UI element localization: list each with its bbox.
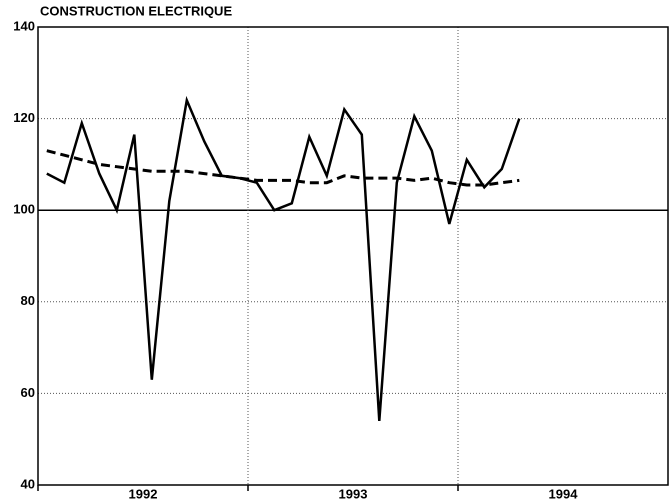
y-tick-label: 100 [13, 202, 35, 217]
x-tick-label: 1994 [549, 486, 579, 501]
y-tick-label: 80 [21, 293, 35, 308]
x-tick-label: 1993 [339, 486, 368, 501]
series-line [46, 95, 521, 421]
y-tick-label: 60 [21, 385, 35, 400]
chart-title: CONSTRUCTION ELECTRIQUE [40, 3, 232, 18]
x-tick-label: 1992 [129, 486, 158, 501]
series-line [46, 149, 520, 187]
y-tick-label: 140 [13, 18, 35, 33]
plot-frame [37, 26, 669, 486]
y-tick-label: 40 [21, 476, 35, 491]
y-tick-label: 120 [13, 110, 35, 125]
